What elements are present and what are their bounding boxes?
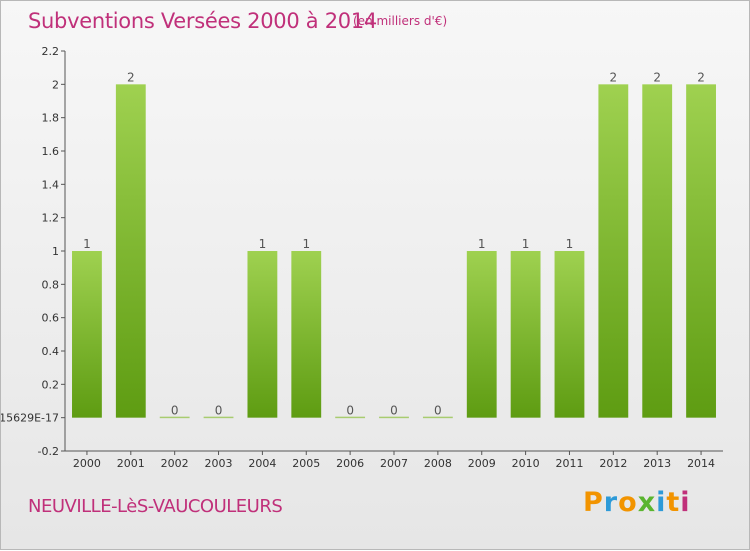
x-tick-label: 2011 (555, 457, 583, 470)
bar-value-label: 1 (302, 237, 310, 251)
bar (598, 84, 629, 418)
chart-title: Subventions Versées 2000 à 2014 (28, 9, 377, 33)
logo-letter: r (603, 487, 619, 518)
bar (510, 251, 541, 418)
x-tick-label: 2010 (512, 457, 540, 470)
bar (291, 251, 322, 418)
x-axis: 2000 2001 2002 2003 2004 2005 2006 2007 2008 2009… (73, 451, 715, 470)
y-tick-label: -1.15629E-17 (1, 412, 59, 425)
x-tick-label: 2013 (643, 457, 671, 470)
bar (554, 251, 585, 418)
data-labels: 1 2 0 0 1 1 0 0 0 1 1 1 2 2 2 (83, 70, 705, 417)
bar (422, 416, 453, 419)
bar (379, 416, 409, 419)
x-tick-label: 2003 (205, 457, 233, 470)
bar-value-label: 1 (83, 237, 91, 251)
y-tick-label: 0.4 (42, 345, 60, 358)
y-tick-label: -0.2 (38, 445, 59, 458)
x-tick-label: 2012 (599, 457, 627, 470)
x-tick-label: 2014 (687, 457, 715, 470)
logo-letter: x (637, 487, 657, 518)
bar (466, 251, 497, 418)
bar-value-label: 2 (697, 70, 705, 84)
logo-letter: i (656, 487, 667, 518)
y-tick-label: 1.4 (42, 178, 60, 191)
bar-value-label: 1 (259, 237, 267, 251)
bar-value-label: 0 (215, 404, 223, 418)
y-tick-label: 2 (52, 78, 59, 91)
bar (335, 416, 366, 419)
x-tick-label: 2005 (292, 457, 320, 470)
x-tick-label: 2001 (117, 457, 145, 470)
y-tick-label: 0.6 (42, 312, 60, 325)
bar (115, 84, 146, 418)
y-tick-label: 1.6 (42, 145, 60, 158)
x-tick-label: 2007 (380, 457, 408, 470)
logo-letter: P (583, 487, 604, 518)
chart-subtitle: (en milliers d'€) (353, 14, 448, 28)
bar (247, 251, 278, 418)
proxiti-logo: Proxiti (583, 487, 691, 518)
logo-letter: o (618, 487, 638, 518)
bar-value-label: 1 (478, 237, 486, 251)
logo-letter: t (666, 487, 681, 518)
x-tick-label: 2000 (73, 457, 101, 470)
logo-letter: i (680, 487, 691, 518)
y-axis: -0.2 -1.15629E-17 0.2 0.4 0.6 0.8 1 1.2 1.4 1.6 1.… (1, 45, 65, 458)
y-tick-label: 0.8 (42, 278, 60, 291)
bar-value-label: 0 (390, 404, 398, 418)
bar (72, 251, 102, 418)
bar (642, 84, 673, 418)
y-tick-label: 1 (52, 245, 59, 258)
commune-name: NEUVILLE-LèS-VAUCOULEURS (28, 496, 283, 517)
bars (72, 84, 716, 419)
x-tick-label: 2009 (468, 457, 496, 470)
bar-value-label: 0 (171, 404, 179, 418)
bar-value-label: 0 (346, 404, 354, 418)
y-tick-label: 0.2 (42, 378, 60, 391)
y-tick-label: 1.2 (42, 212, 60, 225)
bar (203, 416, 234, 419)
y-tick-label: 2.2 (42, 45, 60, 58)
x-tick-label: 2004 (248, 457, 276, 470)
x-tick-label: 2006 (336, 457, 364, 470)
bar-value-label: 1 (522, 237, 530, 251)
x-tick-label: 2002 (161, 457, 189, 470)
bar-value-label: 2 (610, 70, 618, 84)
bar-value-label: 0 (434, 404, 442, 418)
bar (686, 84, 716, 418)
bar (159, 416, 190, 419)
bar-value-label: 2 (127, 70, 135, 84)
x-tick-label: 2008 (424, 457, 452, 470)
bar-value-label: 1 (566, 237, 574, 251)
bar-value-label: 2 (653, 70, 661, 84)
y-tick-label: 1.8 (42, 112, 60, 125)
